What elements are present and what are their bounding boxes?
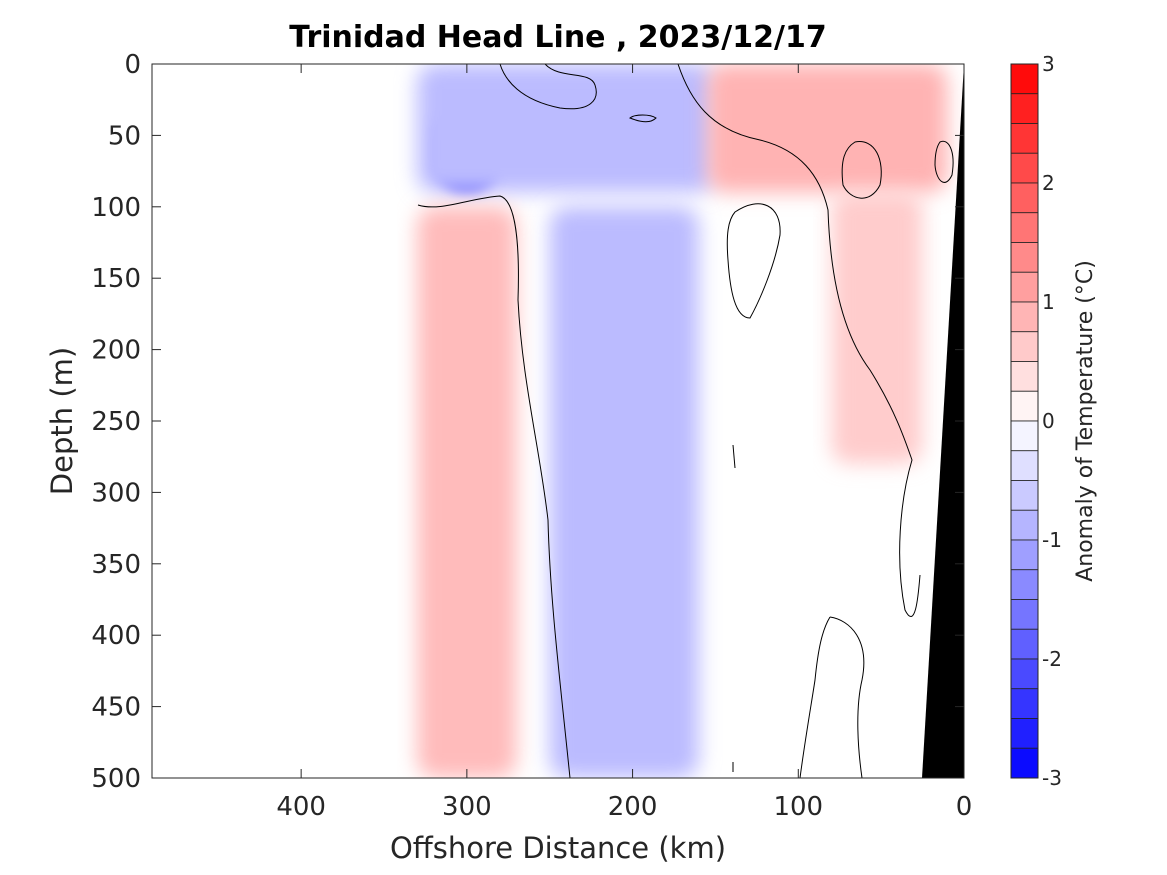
zero-contour-line [629, 114, 657, 123]
anomaly-region [549, 206, 699, 778]
colorbar-tick-label: -1 [1042, 528, 1062, 552]
x-tick-label: 200 [608, 792, 658, 822]
colorbar-level [1010, 331, 1039, 362]
zero-contours [417, 64, 954, 778]
y-tick-label: 400 [91, 621, 141, 651]
zero-contour-line [732, 444, 736, 469]
colorbar-tick-label: 1 [1042, 290, 1055, 314]
colorbar-level [1010, 182, 1039, 214]
colorbar-level [1010, 688, 1039, 719]
colorbar-level [1010, 390, 1039, 422]
anomaly-field [417, 64, 948, 778]
y-tick-label: 50 [108, 121, 141, 151]
anomaly-region [417, 206, 517, 778]
zero-contour-line [841, 141, 882, 199]
colorbar-tick-label: 0 [1042, 409, 1055, 433]
anomaly-region [707, 64, 948, 193]
zero-contour-line [499, 64, 597, 110]
y-tick-label: 300 [91, 478, 141, 508]
colorbar-level [1010, 480, 1039, 511]
y-tick-label: 250 [91, 407, 141, 437]
colorbar-frame [1010, 63, 1039, 779]
colorbar-level [1010, 628, 1039, 660]
colorbar-level [1010, 658, 1039, 690]
colorbar-tick-label: 2 [1042, 171, 1055, 195]
x-tick-label: 0 [956, 792, 973, 822]
colorbar-level [1010, 242, 1039, 273]
colorbar-level [1010, 301, 1039, 333]
colorbar-level [1010, 361, 1039, 392]
colorbar-level [1010, 152, 1039, 184]
colorbar-level [1010, 539, 1039, 571]
y-tick-label: 350 [91, 550, 141, 580]
zero-contour-line [726, 203, 781, 319]
zero-contour-line [417, 195, 571, 778]
chart-title: Trinidad Head Line , 2023/12/17 [289, 20, 826, 55]
y-tick-label: 100 [91, 193, 141, 223]
y-tick-label: 200 [91, 336, 141, 366]
y-axis: 0 50 100 150 200 250 300 350 400 450 500 [91, 50, 964, 794]
colorbar-level [1010, 509, 1039, 541]
colorbar-level [1010, 420, 1039, 452]
colorbar-level [1010, 569, 1039, 600]
x-axis: 400 300 200 100 0 [276, 64, 972, 822]
colorbar-level [1010, 93, 1039, 124]
x-tick-label: 300 [442, 792, 492, 822]
bathymetry-slope [922, 64, 964, 778]
colorbar-level [1010, 63, 1039, 95]
colorbar-level [1010, 123, 1039, 154]
colorbar-tick-label: -3 [1042, 766, 1062, 790]
colorbar-level [1010, 212, 1039, 243]
zero-contour-line [799, 616, 831, 778]
colorbar-level [1010, 450, 1039, 481]
y-tick-label: 450 [91, 693, 141, 723]
y-tick-label: 0 [124, 50, 141, 80]
colorbar: 3 2 1 0 -1 -2 -3 [1010, 52, 1062, 790]
anomaly-region [417, 64, 716, 193]
zero-contour-line [829, 616, 865, 778]
zero-contour-line [934, 140, 954, 183]
colorbar-tick-label: 3 [1042, 52, 1055, 76]
zero-contour-line [677, 64, 921, 618]
x-tick-label: 400 [276, 792, 326, 822]
colorbar-level [1010, 599, 1039, 630]
colorbar-level [1010, 718, 1039, 749]
x-axis-label: Offshore Distance (km) [390, 831, 726, 865]
colorbar-level [1010, 747, 1039, 779]
anomaly-region [831, 192, 923, 464]
y-axis-label: Depth (m) [45, 347, 79, 495]
y-tick-label: 500 [91, 764, 141, 794]
colorbar-level [1010, 271, 1039, 303]
colorbar-label: Anomaly of Temperature (°C) [1073, 260, 1098, 582]
y-tick-label: 150 [91, 264, 141, 294]
x-tick-label: 100 [773, 792, 823, 822]
colorbar-tick-label: -2 [1042, 647, 1062, 671]
